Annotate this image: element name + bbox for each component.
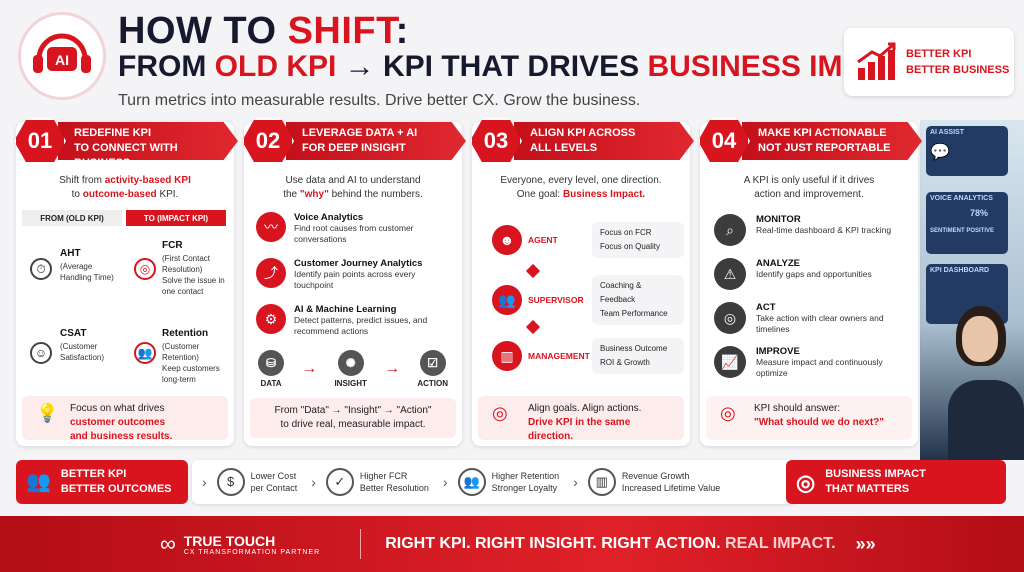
to-impact-kpi-header: TO (IMPACT KPI) (126, 210, 226, 226)
better-outcomes-badge: 👥 BETTER KPI BETTER OUTCOMES (16, 460, 188, 504)
arrow-icon: → (301, 360, 318, 377)
footer-divider (360, 529, 362, 559)
title-line-1: HOW TO SHIFT: (118, 10, 409, 52)
growth-chart-icon (857, 42, 896, 80)
chevron-right-icon: › (202, 474, 207, 490)
team-icon: 👥 (492, 285, 522, 315)
step-improve: 📈 IMPROVE Measure impact and continuously … (714, 346, 912, 388)
level-supervisor: 👥 SUPERVISOR Coaching & Feedback Team Perfo… (478, 275, 684, 325)
step-4-card: 04 MAKE KPI ACTIONABLE NOT JUST REPORTABLE… (698, 118, 922, 446)
headset-icon: AI (33, 33, 91, 73)
step-3-header: 03 ALIGN KPI ACROSS ALL LEVELS (470, 118, 694, 164)
chip-icon: ⚙ (256, 304, 286, 334)
step-2-header: 02 LEVERAGE DATA + AI FOR DEEP INSIGHT (242, 118, 466, 164)
lightbulb-icon: 💡 (36, 403, 59, 423)
step-3-align-note: ◎ Align goals. Align actions. Drive KPI i… (478, 396, 684, 442)
agent-icon: ☻ (492, 225, 522, 255)
dollar-icon: $ (216, 468, 245, 496)
from-old-kpi-header: FROM (OLD KPI) (22, 210, 122, 226)
outcome-higher-retention: 👥 Higher Retention Stronger Loyalty (457, 468, 559, 496)
footer-banner: ∞ TRUE TOUCH CX TRANSFORMATION PARTNER RI… (0, 516, 1024, 572)
outcome-revenue-growth: ▥ Revenue Growth Increased Lifetime Value (587, 468, 720, 496)
step-4-header: 04 MAKE KPI ACTIONABLE NOT JUST REPORTABLE (698, 118, 922, 164)
target-icon: ◎ (720, 403, 736, 423)
step-4-intro: A KPI is only useful if it drives action … (743, 175, 875, 200)
database-icon: ⛁ (258, 350, 284, 376)
journey-analytics-item: ⤴ Customer Journey Analytics Identify pain… (256, 258, 456, 302)
group-icon: 👥 (26, 470, 51, 493)
chevron-right-icon: › (311, 474, 316, 490)
step-4-question-note: ◎ KPI should answer: "What should we do n… (706, 396, 912, 440)
check-icon: ✓ (325, 468, 354, 496)
outcomes-strip: 👥 BETTER KPI BETTER OUTCOMES › $ Lower Cost… (16, 458, 1006, 508)
people-icon: 👥 (457, 468, 486, 496)
double-chevron-icon: »» (855, 533, 876, 554)
subtitle: Turn metrics into measurable results. Dr… (118, 92, 641, 109)
business-impact-badge: ◎ BUSINESS IMPACT THAT MATTERS (786, 460, 1006, 504)
step-3-intro: Everyone, every level, one direction. One… (500, 175, 662, 200)
infinity-logo-icon: ∞ (160, 531, 176, 556)
bar-chart-icon: ▥ (492, 341, 522, 371)
people-icon: 👥 (134, 342, 156, 364)
fcr-cell: FCR (First Contact Resolution) Solve the i… (162, 240, 225, 296)
step-3-card: 03 ALIGN KPI ACROSS ALL LEVELS Everyone, e… (470, 118, 694, 446)
outcome-higher-fcr: ✓ Higher FCR Better Resolution (325, 468, 429, 496)
ai-headset-logo: AI (18, 12, 106, 100)
target-icon: ◎ (714, 302, 746, 334)
level-agent: ☻ AGENT Focus on FCR Focus on Quality (478, 216, 684, 264)
step-2-card: 02 LEVERAGE DATA + AI FOR DEEP INSIGHT Use… (242, 118, 466, 446)
svg-text:AI: AI (55, 52, 69, 68)
title-line-2: FROM OLD KPI → KPI THAT DRIVES BUSINESS … (118, 50, 922, 83)
journey-icon: ⤴ (256, 258, 286, 288)
stopwatch-icon: ⏱ (30, 258, 52, 280)
voice-analytics-item: 〰 Voice Analytics Find root causes from cu… (256, 212, 456, 256)
step-1-header: 01 REDEFINE KPI TO CONNECT WITH BUSINESS (14, 118, 238, 164)
soundwave-icon: 〰 (256, 212, 286, 242)
smile-icon: ☺ (30, 342, 52, 364)
step-2-intro: Use data and AI to understand the "why" b… (283, 175, 423, 200)
outcome-lower-cost: $ Lower Cost per Contact (216, 468, 297, 496)
step-1-intro: Shift from activity-based KPI to outcome-… (59, 175, 191, 200)
aht-cell: AHT (Average Handling Time) (60, 248, 114, 282)
ai-assist-screen: AI ASSIST 💬 (926, 126, 1008, 176)
agent-body (948, 380, 1024, 460)
chevron-right-icon: › (573, 474, 578, 490)
step-2-flow-note: From "Data" → "Insight" → "Action" to dri… (250, 398, 456, 438)
data-insight-action-flow: ⛁ DATA → ✺ INSIGHT → ☑ ACTION (258, 350, 448, 388)
step-analyze: ⚠ ANALYZE Identify gaps and opportunities (714, 258, 912, 300)
true-touch-brand: ∞ TRUE TOUCH CX TRANSFORMATION PARTNER (160, 531, 321, 556)
brain-icon: ✺ (337, 350, 364, 376)
target-icon: ◎ (134, 258, 156, 280)
better-kpi-badge: BETTER KPI BETTER BUSINESS (844, 28, 1014, 96)
agent-face (962, 316, 998, 362)
step-monitor: ⌕ MONITOR Real-time dashboard & KPI tracki… (714, 214, 912, 256)
arrow-icon: → (384, 360, 401, 377)
outcomes-list: › $ Lower Cost per Contact › ✓ Higher FCR Be… (192, 460, 796, 504)
voice-analytics-screen: VOICE ANALYTICS 78% SENTIMENT POSITIVE (926, 192, 1008, 254)
step-4-number: 04 (698, 118, 750, 164)
checklist-icon: ☑ (419, 350, 446, 376)
step-1-card: 01 REDEFINE KPI TO CONNECT WITH BUSINESS S… (14, 118, 238, 446)
trend-up-icon: 📈 (714, 346, 746, 378)
chart-icon: ▥ (587, 468, 616, 496)
level-management: ▥ MANAGEMENT Business Outcome ROI & Growth (478, 332, 684, 380)
chevron-right-icon: › (442, 474, 448, 490)
target-icon: ◎ (796, 469, 816, 495)
chat-icon: 💬 (930, 144, 950, 161)
warning-icon: ⚠ (714, 258, 746, 290)
csat-cell: CSAT (Customer Satisfaction) (60, 328, 105, 362)
ai-ml-item: ⚙ AI & Machine Learning Detect patterns, p… (256, 304, 456, 348)
agent-photo-panel: AI ASSIST 💬 VOICE ANALYTICS 78% SENTIMENT P… (920, 120, 1024, 460)
monitor-icon: ⌕ (714, 214, 746, 246)
step-1-focus-note: 💡 Focus on what drives customer outcomes a… (22, 396, 228, 442)
footer-tagline: RIGHT KPI. RIGHT INSIGHT. RIGHT ACTION. … (385, 535, 836, 552)
target-icon: ◎ (492, 403, 508, 423)
retention-cell: Retention (Customer Retention) Keep custom… (162, 328, 220, 384)
step-act: ◎ ACT Take action with clear owners and ti… (714, 302, 912, 344)
